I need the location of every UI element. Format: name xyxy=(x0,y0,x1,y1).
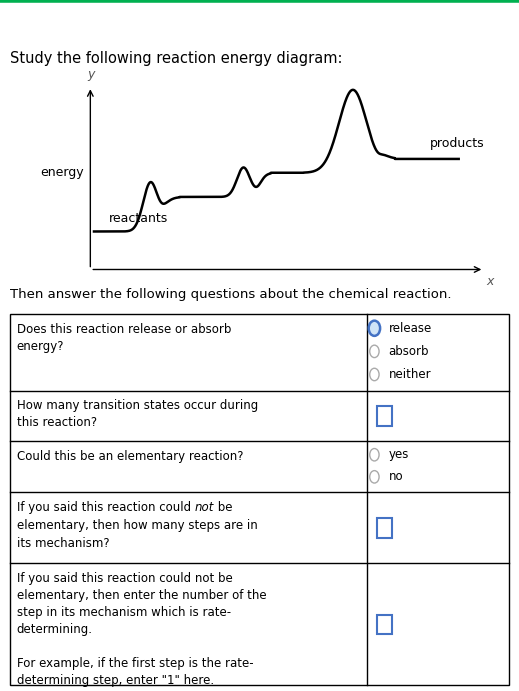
Text: no: no xyxy=(388,471,403,483)
Bar xyxy=(377,518,391,538)
Text: neither: neither xyxy=(388,368,431,381)
Text: elementary, then how many steps are in: elementary, then how many steps are in xyxy=(17,518,257,531)
Text: Then answer the following questions about the chemical reaction.: Then answer the following questions abou… xyxy=(10,288,452,301)
Text: reactants: reactants xyxy=(110,211,169,225)
Text: energy: energy xyxy=(40,167,84,179)
Circle shape xyxy=(368,321,380,336)
Bar xyxy=(377,615,391,634)
Text: x: x xyxy=(486,275,494,287)
Bar xyxy=(377,406,391,426)
Text: absorb: absorb xyxy=(388,345,429,358)
Text: If you said this reaction could: If you said this reaction could xyxy=(17,500,195,513)
Text: How many transition states occur during
this reaction?: How many transition states occur during … xyxy=(17,399,258,429)
Text: Study the following reaction energy diagram:: Study the following reaction energy diag… xyxy=(10,51,343,66)
Text: be: be xyxy=(214,500,233,513)
Text: its mechanism?: its mechanism? xyxy=(17,536,109,549)
Text: Could this be an elementary reaction?: Could this be an elementary reaction? xyxy=(17,450,243,463)
Bar xyxy=(10,314,509,685)
Text: release: release xyxy=(388,322,432,334)
Text: Does this reaction release or absorb
energy?: Does this reaction release or absorb ene… xyxy=(17,323,231,352)
Text: If you said this reaction could not be
elementary, then enter the number of the
: If you said this reaction could not be e… xyxy=(17,571,266,687)
Text: y: y xyxy=(87,68,95,82)
Text: products: products xyxy=(430,138,484,151)
Text: yes: yes xyxy=(388,448,409,462)
Text: not: not xyxy=(195,500,214,513)
